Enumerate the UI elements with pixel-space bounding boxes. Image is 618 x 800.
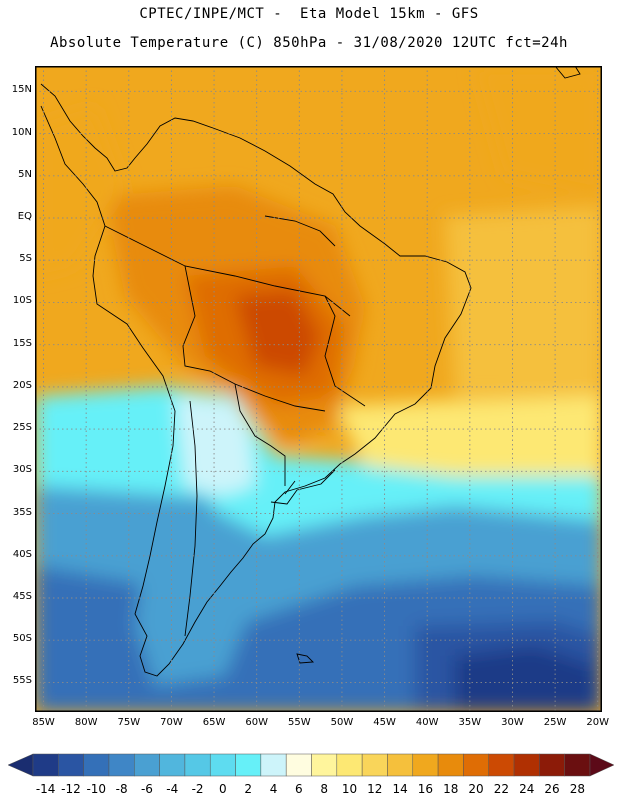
colorbar-tick-label: -2 — [191, 782, 204, 796]
longitude-label: 20W — [586, 717, 610, 728]
colorbar-swatch — [437, 753, 464, 777]
coastlines — [40, 66, 581, 677]
colorbar-tick-label: -14 — [35, 782, 56, 796]
temperature-map — [35, 66, 602, 712]
longitude-label: 60W — [245, 717, 268, 728]
colorbar-tick-label: 22 — [493, 782, 510, 796]
longitude-label: 40W — [415, 717, 439, 728]
colorbar-over-arrow — [589, 753, 615, 777]
colorbar-under-arrow — [7, 753, 34, 777]
latitude-label: 55S — [12, 675, 32, 687]
latitude-label: 20S — [12, 379, 32, 391]
colorbar-swatch — [361, 753, 388, 777]
colorbar-tick-label: -10 — [86, 782, 107, 796]
longitude-label: 35W — [458, 717, 482, 728]
longitude-label: 25W — [543, 717, 567, 728]
colorbar-tick-label: 10 — [341, 782, 358, 796]
colorbar-swatch — [209, 753, 236, 777]
colorbar-swatch — [108, 753, 135, 777]
colorbar-swatch — [285, 753, 312, 777]
colorbar-tick-label: 4 — [269, 782, 278, 796]
longitude-label: 65W — [202, 717, 226, 728]
latitude-label: 40S — [12, 548, 32, 560]
colorbar-swatch — [488, 753, 515, 777]
colorbar-swatch — [539, 753, 565, 777]
longitude-label: 50W — [330, 717, 354, 728]
colorbar — [7, 753, 615, 777]
colorbar-tick-label: -8 — [115, 782, 128, 796]
colorbar-tick-label: 14 — [392, 782, 408, 796]
latitude-label: 15N — [11, 84, 32, 96]
colorbar-swatch — [32, 753, 59, 777]
colorbar-swatch — [260, 753, 287, 777]
longitude-label: 85W — [32, 717, 55, 728]
colorbar-swatch — [83, 753, 110, 777]
latitude-label: EQ — [17, 211, 32, 222]
longitude-label: 70W — [160, 717, 183, 728]
longitude-label: 55W — [288, 717, 311, 728]
colorbar-swatch — [463, 753, 489, 777]
colorbar-tick-label: -4 — [166, 782, 179, 796]
colorbar-tick-label: 28 — [569, 782, 585, 796]
latitude-label: 15S — [12, 337, 32, 349]
longitude-label: 45W — [373, 717, 396, 728]
latitude-label: 25S — [12, 422, 32, 434]
latitude-label: 35S — [12, 506, 32, 518]
colorbar-swatch — [564, 753, 591, 777]
colorbar-swatch — [235, 753, 262, 777]
colorbar-swatch — [336, 753, 363, 777]
latitude-label: 10N — [11, 126, 32, 138]
map-frame — [35, 66, 602, 712]
longitude-label: 80W — [74, 717, 98, 728]
title-line-1: CPTEC/INPE/MCT - Eta Model 15km - GFS — [139, 6, 479, 22]
colorbar-swatch — [184, 753, 211, 777]
latitude-label: 5S — [19, 253, 32, 265]
colorbar-tick-label: 12 — [367, 782, 383, 796]
colorbar-swatch — [311, 753, 338, 777]
graticule — [35, 66, 602, 712]
latitude-label: 10S — [12, 295, 32, 307]
colorbar-swatch — [513, 753, 540, 777]
colorbar-tick-label: 8 — [320, 782, 328, 796]
colorbar-swatch — [58, 753, 84, 777]
longitude-label: 30W — [501, 717, 524, 728]
temperature-field — [35, 66, 602, 712]
title-line-2: Absolute Temperature (C) 850hPa - 31/08/… — [50, 35, 568, 51]
latitude-label: 30S — [12, 464, 32, 476]
latitude-label: 45S — [12, 591, 32, 602]
colorbar-tick-label: 20 — [468, 782, 484, 796]
colorbar-tick-label: 6 — [295, 782, 303, 796]
colorbar-tick-label: 26 — [544, 782, 560, 796]
colorbar-swatch — [159, 753, 186, 777]
colorbar-tick-label: 16 — [417, 782, 434, 796]
colorbar-swatch — [134, 753, 160, 777]
colorbar-tick-label: 18 — [443, 782, 459, 796]
colorbar-tick-label: 2 — [244, 782, 253, 796]
colorbar-tick-label: 0 — [219, 782, 227, 796]
longitude-label: 75W — [117, 717, 141, 728]
latitude-label: 5N — [18, 168, 32, 180]
colorbar-tick-label: -6 — [140, 782, 153, 796]
colorbar-swatch — [387, 753, 414, 777]
latitude-label: 50S — [12, 633, 32, 645]
colorbar-tick-label: -12 — [61, 782, 81, 796]
colorbar-tick-label: 24 — [519, 782, 535, 796]
colorbar-swatch — [412, 753, 439, 777]
